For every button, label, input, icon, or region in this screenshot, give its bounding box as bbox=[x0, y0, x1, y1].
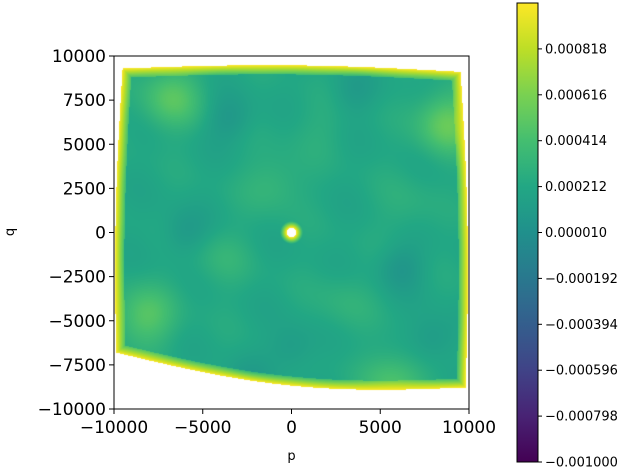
y-tick-label: −5000 bbox=[48, 312, 106, 332]
colorbar bbox=[516, 2, 539, 463]
colorbar-tick-label: 0.000414 bbox=[545, 134, 607, 149]
colorbar-tick-label: 0.000818 bbox=[545, 42, 607, 57]
colorbar-tick-label: 0.000616 bbox=[545, 88, 607, 103]
y-tick-label: 10000 bbox=[52, 47, 106, 67]
colorbar-tick-label: −0.000192 bbox=[545, 272, 618, 287]
x-tick-label: 0 bbox=[286, 418, 297, 438]
y-tick-label: 7500 bbox=[63, 91, 106, 111]
y-axis-label: q bbox=[3, 228, 18, 236]
x-tick-label: −5000 bbox=[174, 418, 232, 438]
x-tick-label: 5000 bbox=[359, 418, 402, 438]
x-axis: −10000 −5000 0 5000 10000 bbox=[80, 409, 496, 438]
x-axis-label: p bbox=[287, 449, 295, 464]
y-tick-label: 0 bbox=[95, 224, 106, 244]
y-tick-label: −7500 bbox=[48, 356, 106, 376]
heatmap-surface bbox=[114, 56, 469, 409]
x-tick-label: −10000 bbox=[80, 418, 148, 438]
y-tick-label: −10000 bbox=[38, 400, 106, 420]
colorbar-tick-label: −0.000394 bbox=[545, 318, 618, 333]
y-tick-label: 5000 bbox=[63, 135, 106, 155]
colorbar-tick-label: 0.000212 bbox=[545, 180, 607, 195]
y-axis: 10000 7500 5000 2500 0 −2500 −5000 −7500 −10000 bbox=[38, 47, 114, 420]
x-tick-label: 10000 bbox=[442, 418, 496, 438]
colorbar-tick-label: 0.000010 bbox=[545, 226, 607, 241]
colorbar-axis: 0.000818 0.000616 0.000414 0.000212 0.000010… bbox=[538, 42, 618, 469]
colorbar-tick-label: −0.001000 bbox=[545, 456, 618, 469]
colorbar-tick-label: −0.000596 bbox=[545, 364, 618, 379]
colorbar-tick-label: −0.000798 bbox=[545, 410, 618, 425]
y-tick-label: −2500 bbox=[48, 268, 106, 288]
y-tick-label: 2500 bbox=[63, 179, 106, 199]
